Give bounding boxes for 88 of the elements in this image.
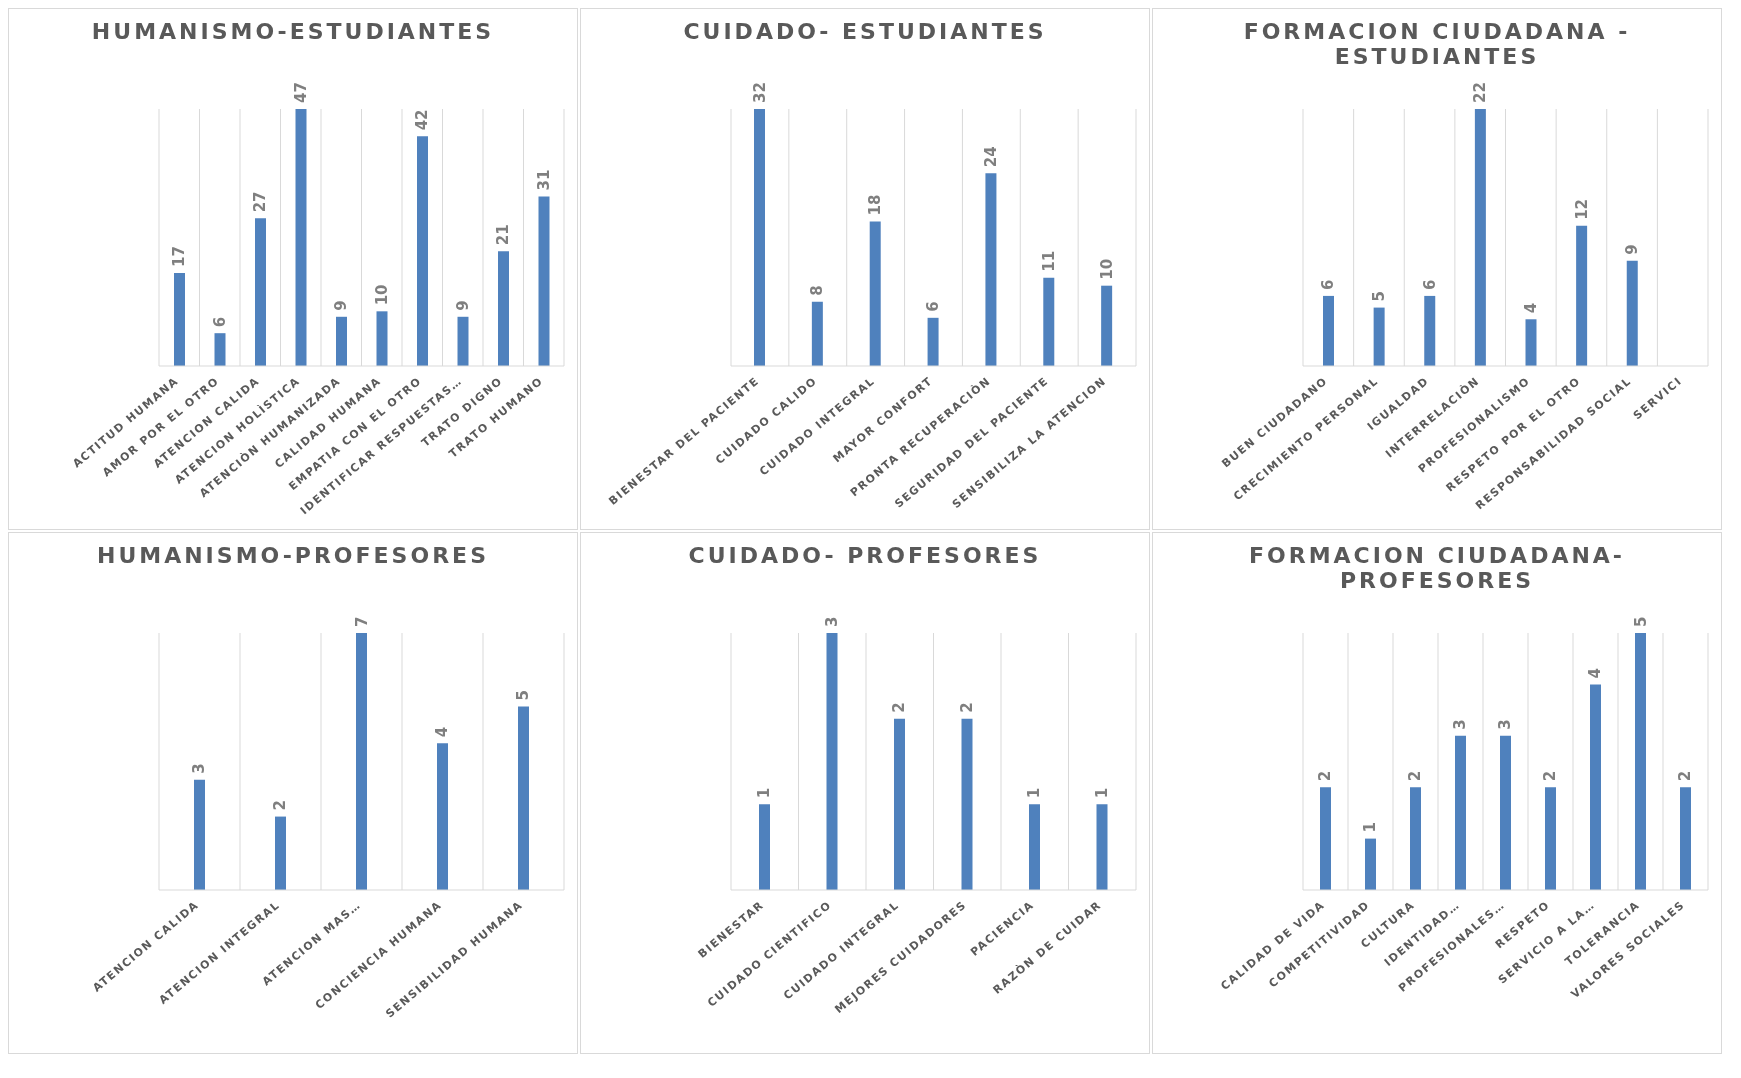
data-label: 9	[454, 300, 472, 311]
data-label: 5	[1631, 616, 1650, 627]
bar	[518, 706, 529, 890]
bar	[1455, 735, 1466, 890]
bar	[1323, 295, 1334, 366]
data-label: 9	[332, 300, 351, 311]
bar	[1474, 109, 1486, 366]
data-label: 3	[190, 763, 209, 774]
data-label: 27	[251, 191, 270, 213]
data-label: 3	[1496, 719, 1515, 730]
bar	[214, 333, 226, 366]
data-label: 6	[211, 316, 229, 328]
data-label: 47	[292, 82, 310, 103]
chart-title: FORMACION CIUDADANA - ESTUDIANTES	[1242, 18, 1632, 71]
data-label: 4	[1522, 302, 1540, 314]
data-label: 10	[1097, 258, 1116, 280]
bar	[437, 743, 448, 890]
data-label: 2	[1406, 770, 1425, 782]
bar	[1500, 735, 1511, 890]
data-label: 22	[1471, 82, 1490, 103]
chart-title: CUIDADO- PROFESORES	[687, 542, 1043, 570]
data-label: 10	[373, 284, 391, 306]
bar	[1365, 838, 1376, 890]
data-label: 2	[1541, 770, 1560, 782]
data-label: 31	[535, 169, 553, 191]
data-label: 24	[981, 146, 1000, 168]
data-label: 12	[1572, 198, 1591, 220]
bar	[811, 301, 823, 366]
data-label: 3	[1451, 719, 1470, 730]
data-label: 2	[1676, 770, 1695, 782]
bar	[336, 316, 347, 366]
data-label: 6	[1420, 279, 1439, 290]
data-label: 7	[352, 616, 371, 627]
bar	[1626, 260, 1638, 366]
bar	[417, 136, 428, 366]
data-label: 32	[750, 82, 769, 103]
data-label: 18	[866, 194, 885, 216]
data-label: 4	[433, 726, 452, 738]
bar	[457, 316, 469, 366]
bar	[985, 173, 997, 366]
chart-title: CUIDADO- ESTUDIANTES	[682, 18, 1048, 46]
bar	[869, 221, 881, 366]
bar	[1576, 225, 1588, 366]
data-label: 2	[958, 702, 976, 713]
bar	[754, 109, 765, 366]
bar	[275, 816, 286, 890]
bar	[1101, 285, 1113, 366]
bar	[1590, 684, 1601, 890]
data-label: 9	[1623, 244, 1642, 255]
chart-title: HUMANISMO-PROFESORES	[96, 542, 490, 570]
data-label: 5	[1370, 291, 1389, 302]
data-label: 42	[413, 109, 432, 131]
bar	[498, 251, 509, 366]
data-label: 5	[514, 689, 533, 701]
data-label: 2	[890, 702, 909, 713]
bar	[1373, 307, 1385, 366]
data-label: 2	[1316, 770, 1335, 782]
chart-title: HUMANISMO-ESTUDIANTES	[90, 18, 496, 46]
bar	[255, 218, 266, 366]
bar	[538, 196, 550, 366]
bar	[1320, 787, 1331, 890]
data-label: 6	[1319, 279, 1338, 290]
data-label: 8	[808, 285, 827, 296]
bar	[356, 633, 367, 890]
bar	[194, 779, 205, 890]
data-label: 1	[1361, 822, 1380, 833]
bar	[295, 109, 307, 366]
data-label: 2	[271, 800, 290, 811]
bar	[927, 317, 939, 366]
data-label: 1	[755, 787, 774, 799]
bar	[174, 273, 185, 366]
bar	[1424, 295, 1436, 366]
data-label: 11	[1039, 250, 1058, 272]
data-label: 4	[1586, 667, 1605, 679]
data-label: 1	[1093, 787, 1111, 799]
data-label: 1	[1025, 787, 1044, 799]
bar	[1680, 787, 1691, 890]
bar	[1525, 319, 1537, 366]
bar	[1043, 277, 1055, 366]
data-label: 17	[170, 246, 189, 268]
bar	[1545, 787, 1556, 890]
data-label: 3	[823, 616, 841, 627]
data-label: 6	[924, 301, 943, 312]
bar	[1410, 787, 1421, 890]
bar	[1635, 633, 1646, 890]
data-label: 21	[494, 224, 513, 246]
bar	[376, 311, 388, 366]
chart-title: FORMACION CIUDADANA-PROFESORES	[1247, 542, 1626, 595]
